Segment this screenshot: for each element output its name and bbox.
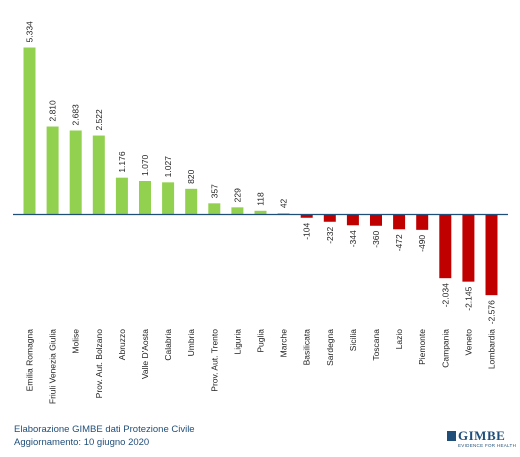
category-label: Emilia Romagna <box>25 329 35 392</box>
value-label: -360 <box>371 231 381 248</box>
value-label: -344 <box>348 230 358 247</box>
bar <box>208 203 221 215</box>
category-label: Campania <box>440 329 450 368</box>
category-label: Lazio <box>394 329 404 350</box>
value-label: 42 <box>279 198 289 208</box>
bar <box>162 182 175 215</box>
bar <box>231 207 244 215</box>
bar <box>115 177 128 215</box>
value-label: 5.334 <box>25 21 35 43</box>
value-label: 2.810 <box>48 100 58 122</box>
bar <box>46 126 59 215</box>
category-label: Abruzzo <box>117 329 127 360</box>
source-line: Elaborazione GIMBE dati Protezione Civil… <box>14 424 195 435</box>
value-label: -104 <box>302 222 312 239</box>
update-line: Aggiornamento: 10 giugno 2020 <box>14 437 150 448</box>
value-label: -490 <box>417 235 427 252</box>
bar <box>139 180 151 215</box>
bar <box>185 188 198 215</box>
value-label: 1.027 <box>163 156 173 178</box>
value-label: 229 <box>232 188 242 202</box>
value-label: -2.145 <box>463 286 473 310</box>
value-label: -2.576 <box>487 300 497 324</box>
gimbe-logo: GIMBE EVIDENCE FOR HEALTH <box>447 428 516 454</box>
logo-tagline: EVIDENCE FOR HEALTH <box>458 443 517 448</box>
category-label: Friuli Venezia Giulia <box>48 329 58 404</box>
category-label: Sardegna <box>325 329 335 366</box>
value-label: 820 <box>186 169 196 183</box>
bar <box>277 213 290 215</box>
bar <box>462 214 475 282</box>
category-label: Valle D'Aosta <box>140 329 150 379</box>
category-label: Puglia <box>256 329 266 353</box>
value-label: -472 <box>394 234 404 251</box>
bar <box>23 47 36 215</box>
bar <box>439 214 452 279</box>
bar <box>300 214 313 218</box>
value-label: 118 <box>256 192 266 206</box>
bar <box>370 214 382 226</box>
category-label: Molise <box>71 329 81 354</box>
category-labels-group: Emilia Romagna Friuli Venezia Giulia Molis… <box>25 329 497 404</box>
bar <box>416 214 429 230</box>
value-label: 357 <box>209 184 219 198</box>
category-label: Liguria <box>232 329 242 355</box>
category-label: Toscana <box>371 329 381 361</box>
bar <box>346 214 359 226</box>
bars-group <box>23 47 498 296</box>
value-label: 1.176 <box>117 151 127 173</box>
category-label: Prov. Aut. Trento <box>209 329 219 392</box>
value-label: -2.034 <box>440 283 450 307</box>
logo-mark-icon <box>447 431 456 441</box>
value-label: 2.522 <box>94 109 104 131</box>
value-label: 1.070 <box>140 154 150 176</box>
category-label: Piemonte <box>417 329 427 365</box>
bar <box>69 130 82 215</box>
category-label: Sicilia <box>348 329 358 351</box>
category-label: Calabria <box>163 329 173 361</box>
value-label: 2.683 <box>71 104 81 126</box>
category-label: Lombardia <box>487 329 497 369</box>
bar <box>393 214 406 230</box>
value-labels-group: 5.334 2.810 2.683 2.522 1.176 1.070 1.027 820 35… <box>25 21 497 324</box>
bar <box>254 210 267 215</box>
bar <box>323 214 336 222</box>
category-label: Marche <box>279 329 289 358</box>
category-label: Veneto <box>463 329 473 356</box>
category-label: Prov. Aut. Bolzano <box>94 329 104 399</box>
category-label: Basilicata <box>302 329 312 366</box>
bar <box>485 214 498 296</box>
source-footer: Elaborazione GIMBE dati Protezione Civil… <box>14 423 195 449</box>
category-label: Umbria <box>186 329 196 357</box>
logo-name: GIMBE <box>458 428 506 443</box>
value-label: -232 <box>325 226 335 243</box>
bar <box>92 135 105 215</box>
